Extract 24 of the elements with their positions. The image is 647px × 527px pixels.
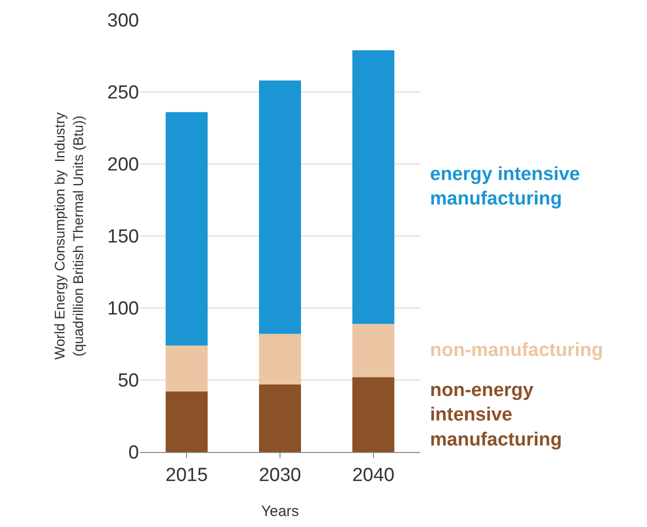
y-tick-label: 150 <box>107 226 139 248</box>
y-axis-title: World Energy Consumption by Industry (quadrillion British Thermal Units (Btu)) <box>52 112 86 360</box>
y-tick-label: 300 <box>107 10 139 32</box>
x-tick-label: 2040 <box>352 464 394 486</box>
bar <box>352 324 394 378</box>
y-tick-label: 50 <box>118 370 139 392</box>
y-tick-label: 250 <box>107 82 139 104</box>
y-tick-label: 0 <box>128 442 139 464</box>
series-label: energy intensive manufacturing <box>430 164 580 210</box>
x-tick-label: 2030 <box>258 464 302 486</box>
x-tick-label: 2015 <box>166 464 208 486</box>
bar <box>166 345 208 392</box>
series-label: non-energy intensive manufacturing <box>430 380 562 450</box>
y-tick-label: 200 <box>107 154 139 176</box>
bar <box>259 334 301 384</box>
series-label: non-manufacturing <box>430 340 604 361</box>
x-axis-title: Years <box>261 502 299 520</box>
bar <box>352 50 394 324</box>
bar <box>166 112 208 346</box>
y-tick-label: 100 <box>107 298 139 320</box>
bar <box>259 384 301 452</box>
bar <box>259 80 301 334</box>
bar <box>352 377 394 452</box>
bar <box>166 392 208 452</box>
